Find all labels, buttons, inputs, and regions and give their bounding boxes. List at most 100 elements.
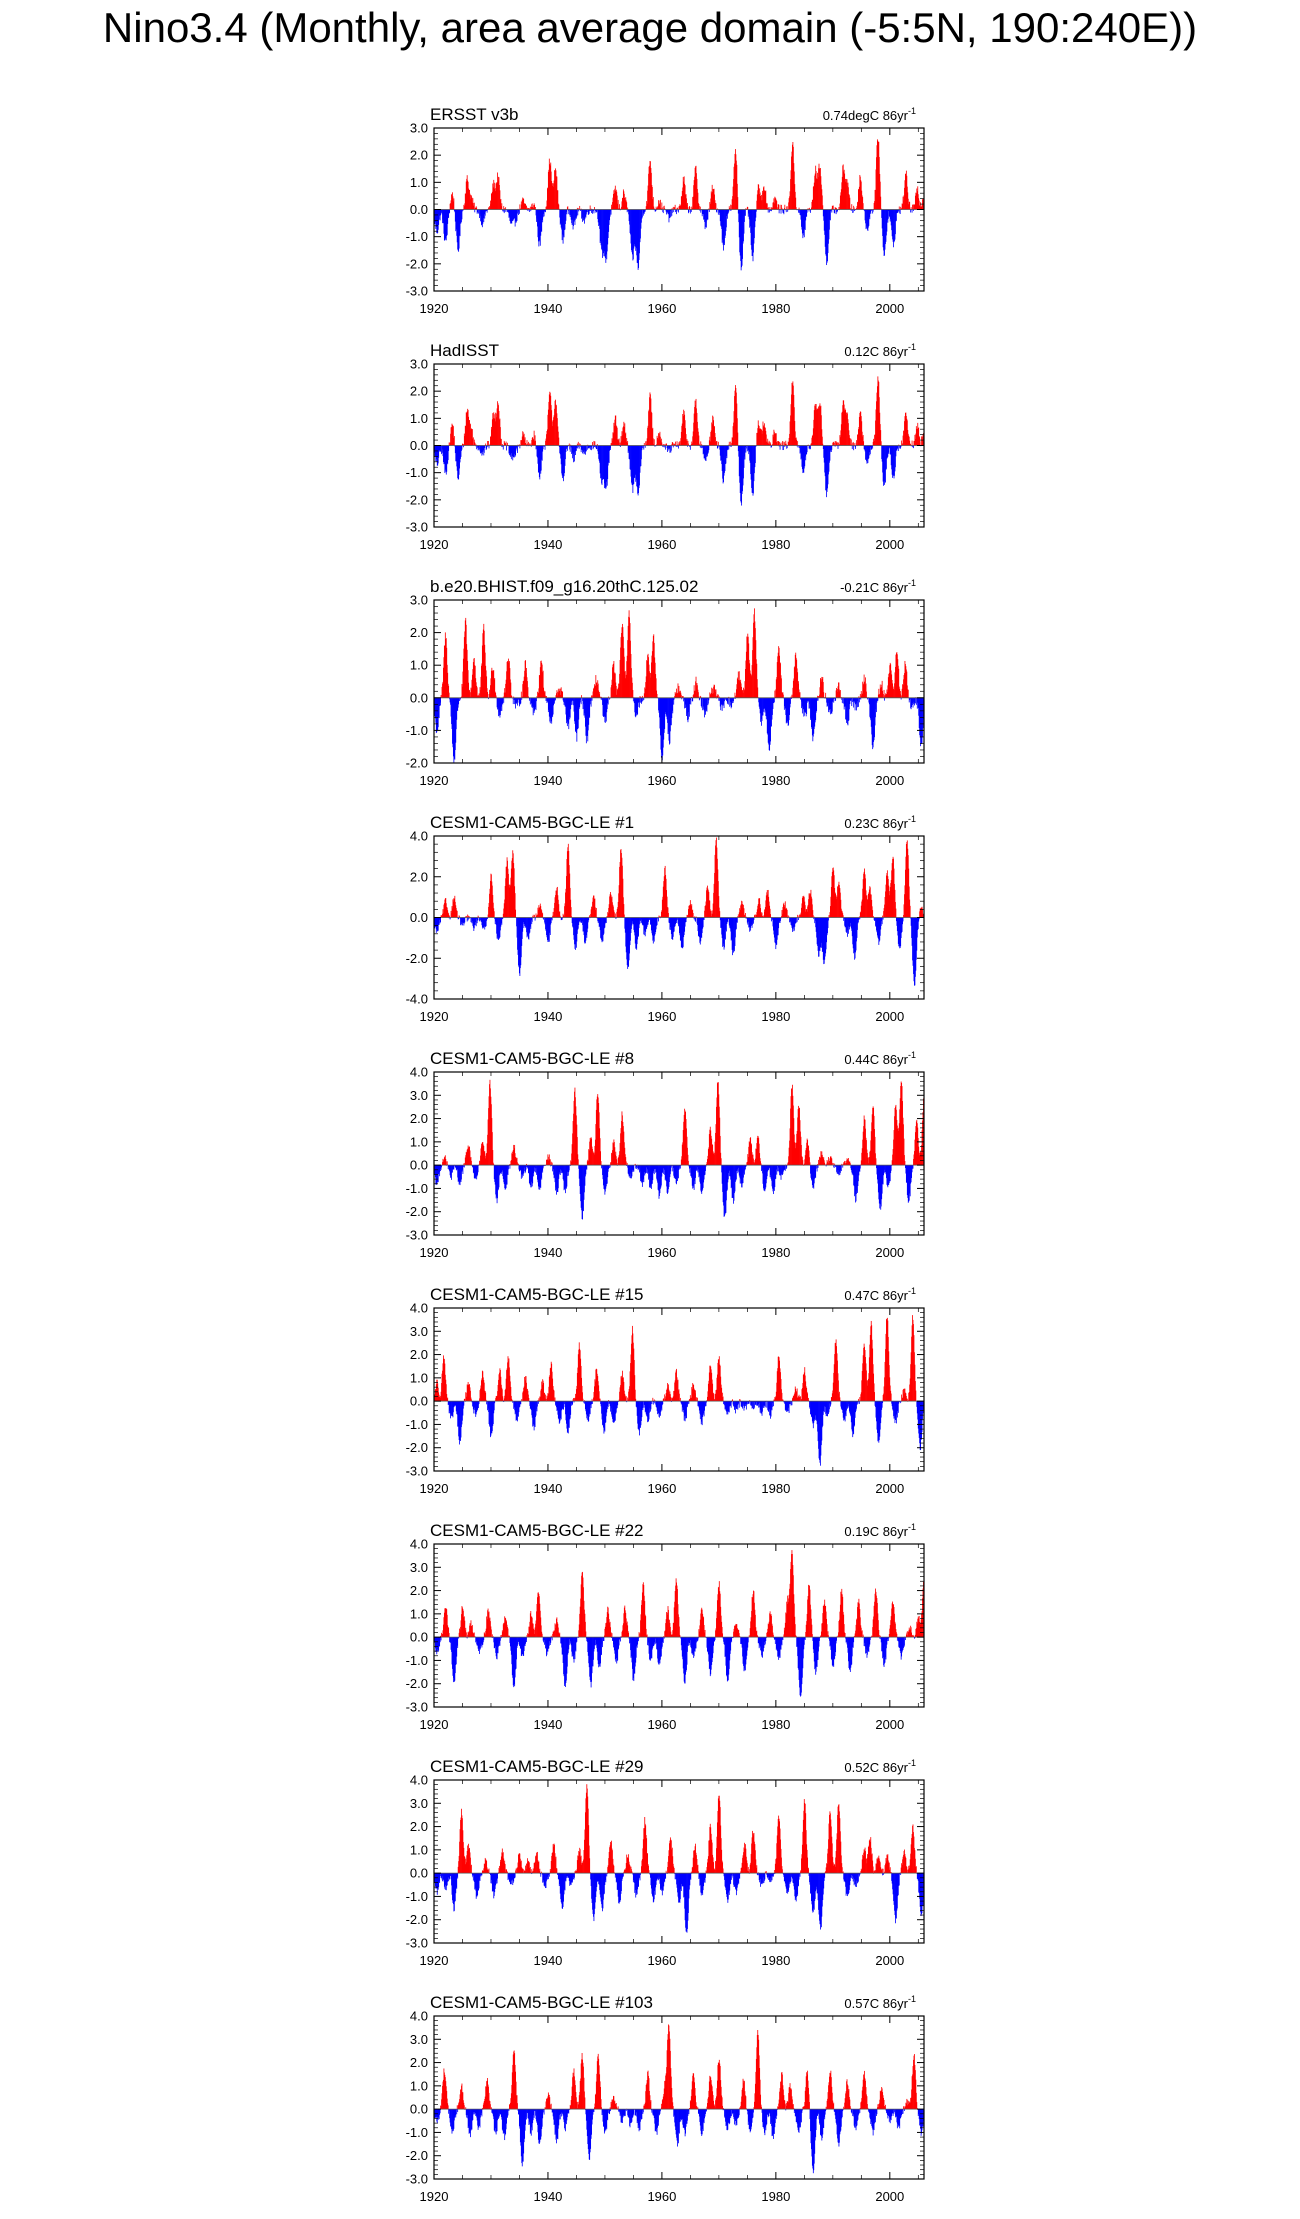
- bar-positive: [550, 395, 552, 446]
- bar-positive: [504, 208, 506, 210]
- bar-positive: [452, 908, 453, 918]
- bar-negative: [601, 209, 602, 249]
- bar-negative: [571, 445, 573, 453]
- bar-negative: [847, 697, 849, 726]
- bar-positive: [719, 911, 721, 918]
- bar-negative: [602, 917, 604, 942]
- bar-positive: [462, 658, 464, 698]
- bar-negative: [892, 445, 894, 476]
- bar-positive: [666, 896, 668, 918]
- bar-positive: [537, 691, 538, 698]
- bar-positive: [657, 439, 659, 446]
- bar-positive: [487, 1119, 489, 1166]
- bar-negative: [735, 917, 737, 930]
- bar-negative: [556, 1165, 558, 1190]
- bar-negative: [699, 917, 701, 945]
- bar-negative: [584, 1165, 585, 1193]
- bar-negative: [531, 917, 533, 925]
- bar-negative: [666, 209, 668, 213]
- bar-positive: [788, 437, 790, 446]
- bar-positive: [656, 690, 658, 698]
- bar-negative: [461, 917, 462, 923]
- bar-negative: [575, 445, 576, 456]
- bar-positive: [520, 201, 522, 210]
- bar-negative: [505, 1165, 507, 1189]
- bar-positive: [525, 444, 527, 446]
- bar-positive: [631, 677, 633, 698]
- bar-positive: [905, 664, 906, 698]
- bar-negative: [672, 697, 674, 714]
- bar-negative: [454, 1165, 456, 1168]
- bar-negative: [912, 697, 913, 706]
- bar-positive: [768, 443, 770, 446]
- bar-positive: [462, 671, 464, 698]
- bar-positive: [885, 891, 886, 918]
- bar-negative: [638, 445, 639, 494]
- bar-positive: [922, 436, 923, 446]
- bar-positive: [470, 687, 472, 698]
- bar-positive: [819, 168, 821, 210]
- bar-positive: [919, 207, 921, 210]
- x-tick-label: 1980: [761, 1009, 790, 1024]
- bar-negative: [500, 917, 502, 927]
- bar-positive: [846, 412, 848, 446]
- bar-negative: [494, 1165, 496, 1185]
- bar-negative: [532, 697, 534, 707]
- bar-positive: [676, 441, 678, 446]
- bar-positive: [851, 204, 853, 210]
- bar-negative: [486, 209, 488, 213]
- bar-positive: [898, 444, 900, 446]
- bar-negative: [632, 1165, 634, 1171]
- bar-positive: [761, 200, 763, 210]
- bar-positive: [466, 916, 468, 918]
- bar-negative: [517, 209, 518, 214]
- bar-positive: [874, 434, 876, 446]
- bar-negative: [555, 1165, 557, 1188]
- bar-negative: [900, 697, 902, 700]
- bar-positive: [659, 200, 661, 210]
- bar-positive: [448, 692, 450, 698]
- bar-negative: [581, 917, 583, 922]
- bar-negative: [853, 917, 855, 953]
- bar-positive: [764, 907, 766, 918]
- bar-negative: [458, 697, 460, 705]
- bar-positive: [876, 157, 877, 210]
- bar-negative: [688, 209, 689, 214]
- bar-positive: [596, 1096, 598, 1166]
- bar-positive: [691, 443, 693, 446]
- bar-negative: [606, 697, 608, 710]
- bar-negative: [510, 209, 512, 222]
- bar-negative: [437, 209, 439, 230]
- bar-negative: [625, 917, 627, 953]
- bar-positive: [873, 916, 875, 918]
- bar-positive: [484, 1150, 486, 1166]
- bar-negative: [792, 917, 794, 929]
- bar-negative: [802, 445, 804, 474]
- bar-positive: [652, 197, 654, 210]
- bar-positive: [797, 915, 799, 918]
- bar-negative: [544, 917, 545, 923]
- bar-positive: [553, 915, 554, 918]
- bar-positive: [556, 887, 558, 918]
- bar-positive: [648, 657, 649, 698]
- bar-negative: [754, 209, 756, 222]
- bar-positive: [621, 857, 623, 918]
- bar-negative: [488, 697, 489, 700]
- bar-positive: [614, 916, 616, 918]
- bar-positive: [747, 207, 749, 210]
- bar-positive: [674, 204, 676, 210]
- bar-negative: [771, 697, 772, 727]
- bar-positive: [478, 695, 479, 698]
- bar-positive: [576, 1124, 578, 1166]
- bar-positive: [768, 901, 770, 918]
- bar-positive: [464, 620, 466, 698]
- bar-negative: [500, 917, 501, 931]
- bar-negative: [893, 445, 894, 476]
- bar-negative: [520, 917, 522, 958]
- bar-negative: [669, 697, 670, 745]
- bar-positive: [910, 444, 912, 446]
- bar-positive: [840, 189, 842, 210]
- bar-positive: [773, 202, 774, 210]
- bar-positive: [466, 412, 468, 446]
- bar-positive: [552, 911, 554, 918]
